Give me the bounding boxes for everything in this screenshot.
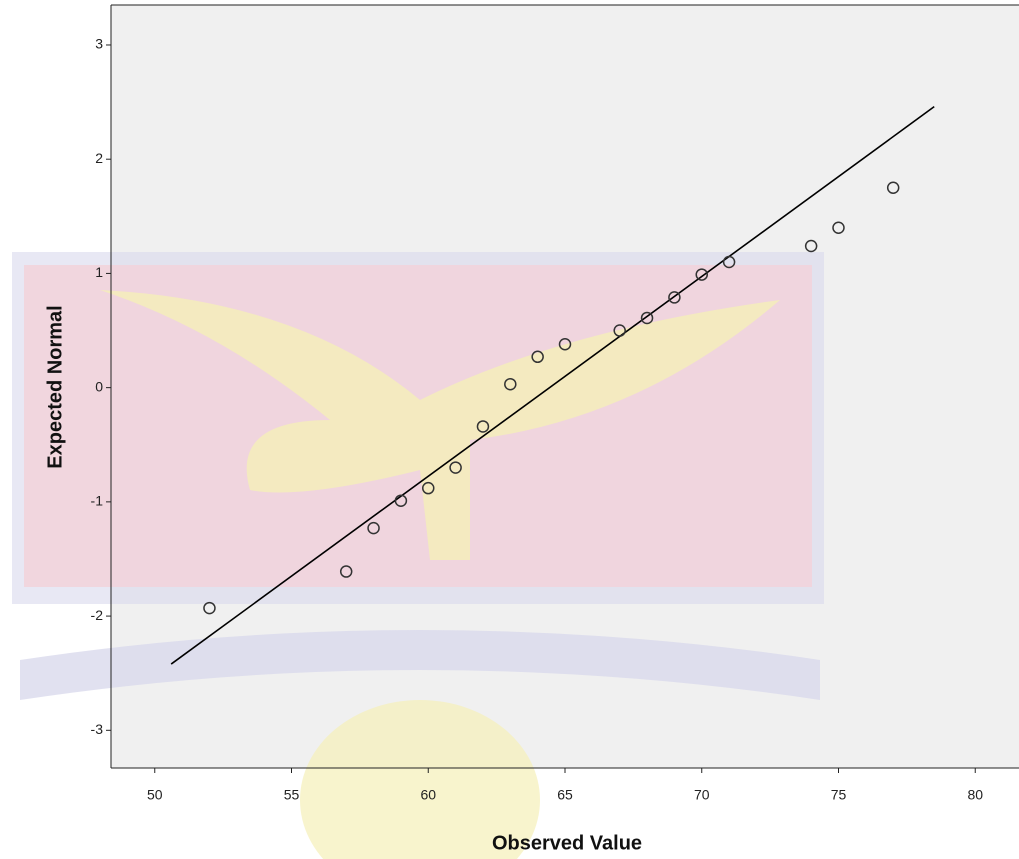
y-tick-label: -3 bbox=[91, 721, 104, 737]
x-tick-label: 55 bbox=[284, 787, 300, 803]
x-tick-label: 70 bbox=[694, 787, 710, 803]
y-tick-label: -2 bbox=[91, 607, 104, 623]
y-tick-label: 2 bbox=[95, 150, 103, 166]
x-tick-label: 60 bbox=[420, 787, 436, 803]
y-tick-label: -1 bbox=[91, 493, 104, 509]
x-tick-label: 80 bbox=[967, 787, 983, 803]
chart: Observed Value Expected Normal -3 -2 -1 0 1 2… bbox=[0, 0, 1019, 859]
x-axis-title: Observed Value bbox=[492, 832, 642, 854]
x-tick-label: 50 bbox=[147, 787, 163, 803]
x-tick-label: 65 bbox=[557, 787, 573, 803]
y-tick-label: 0 bbox=[95, 378, 103, 394]
y-tick-label: 1 bbox=[95, 264, 103, 280]
y-axis-title: Expected Normal bbox=[44, 305, 66, 468]
y-tick-label: 3 bbox=[95, 36, 103, 52]
x-tick-label: 75 bbox=[831, 787, 847, 803]
